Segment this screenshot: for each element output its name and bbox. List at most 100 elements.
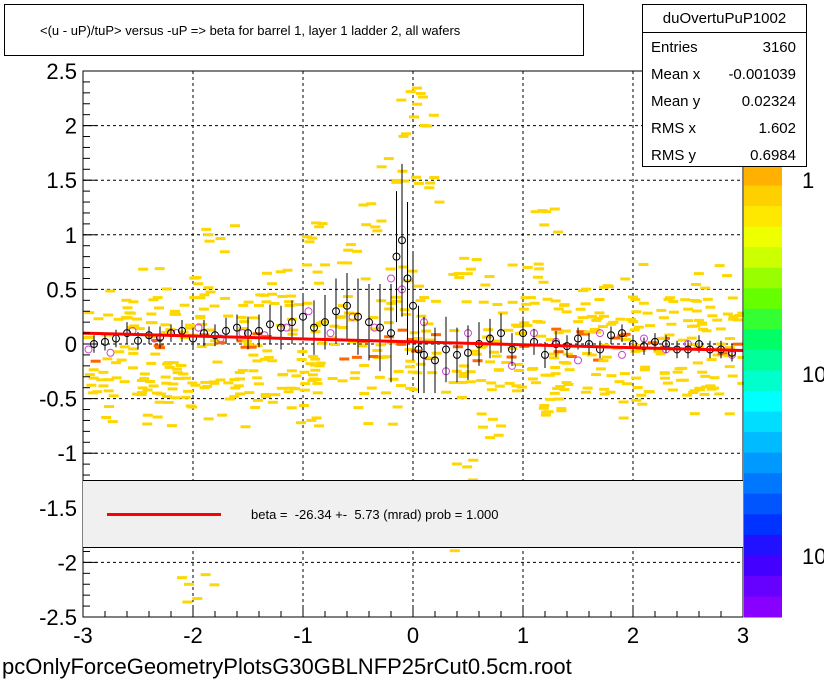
density-cell xyxy=(545,397,556,401)
density-cell xyxy=(185,404,196,408)
colorbar-swatch xyxy=(744,514,782,536)
density-cell xyxy=(640,365,651,369)
density-cell xyxy=(467,478,478,482)
density-cell xyxy=(353,406,364,410)
density-cell xyxy=(230,386,241,390)
density-cell xyxy=(728,315,739,319)
density-cell xyxy=(259,293,270,297)
density-cell xyxy=(666,322,677,326)
density-cell xyxy=(296,421,307,425)
density-cell xyxy=(170,309,181,313)
density-cell xyxy=(538,280,549,284)
density-cell xyxy=(136,379,147,383)
density-cell xyxy=(476,412,487,416)
density-cell xyxy=(626,318,637,322)
profile-point xyxy=(552,340,560,348)
density-cell xyxy=(583,330,594,334)
density-cell xyxy=(137,386,148,390)
density-cell xyxy=(176,576,187,580)
density-cell xyxy=(459,256,470,260)
density-cell xyxy=(350,371,361,375)
density-cell xyxy=(597,325,608,329)
colorbar-swatch xyxy=(744,329,782,351)
density-cell xyxy=(248,353,259,357)
density-cell xyxy=(187,381,198,385)
colorbar-swatch xyxy=(744,206,782,228)
profile-point xyxy=(607,331,615,340)
colorbar-swatch xyxy=(744,452,782,474)
y-tick-label: 1 xyxy=(65,223,77,248)
stats-key: Mean y xyxy=(651,93,701,110)
profile-point xyxy=(222,326,230,335)
colorbar-swatch xyxy=(744,534,782,556)
density-cell xyxy=(282,268,293,272)
density-cell xyxy=(647,341,658,345)
density-cell xyxy=(511,323,522,327)
density-cell xyxy=(404,365,415,369)
density-cell xyxy=(553,350,564,354)
density-cell xyxy=(728,317,739,321)
density-cell xyxy=(599,343,610,347)
density-cell xyxy=(680,298,691,302)
density-cell xyxy=(636,393,647,397)
density-cell xyxy=(577,316,588,320)
density-cell xyxy=(200,573,211,577)
density-cell xyxy=(122,306,133,310)
density-cell xyxy=(261,271,272,275)
density-cell xyxy=(145,335,156,339)
colorbar-swatch xyxy=(744,575,782,597)
density-cell xyxy=(315,361,326,365)
profile-point xyxy=(288,318,296,327)
density-cell xyxy=(337,379,348,383)
density-cell xyxy=(101,415,112,419)
density-cell xyxy=(347,340,358,344)
alt-profile-point xyxy=(574,356,582,365)
density-cell xyxy=(561,381,572,385)
density-cell xyxy=(493,433,504,437)
stats-name: duOvertuPuP1002 xyxy=(643,5,806,33)
density-cell xyxy=(286,294,297,298)
density-cell xyxy=(236,339,247,343)
density-cell xyxy=(664,333,675,337)
density-cell xyxy=(540,413,551,417)
density-cell xyxy=(270,393,281,397)
density-cell xyxy=(411,86,422,90)
density-cell xyxy=(308,354,319,358)
stats-key: Mean x xyxy=(651,66,701,83)
density-cell xyxy=(424,338,435,342)
density-cell xyxy=(727,296,738,300)
density-cell xyxy=(343,311,354,315)
density-cell xyxy=(162,362,173,366)
density-cell xyxy=(310,357,321,361)
density-cell xyxy=(174,377,185,381)
density-cell xyxy=(336,315,347,319)
density-cell xyxy=(160,323,171,327)
file-name: pcOnlyForceGeometryPlotsG30GBLNFP25rCut0… xyxy=(2,654,572,679)
density-cell xyxy=(631,376,642,380)
density-cell xyxy=(250,405,261,409)
alt-profile-point xyxy=(326,329,335,338)
colorbar-label: 1 xyxy=(802,168,814,193)
density-cell xyxy=(451,462,462,466)
stats-key: RMS x xyxy=(651,120,696,137)
density-cell xyxy=(166,424,177,428)
profile-point xyxy=(134,336,142,345)
stats-row-rms-y: RMS y 0.6984 xyxy=(643,141,806,168)
density-cell xyxy=(539,404,550,408)
density-cell xyxy=(88,376,99,380)
profile-point xyxy=(354,312,362,321)
density-cell xyxy=(468,458,479,462)
density-cell xyxy=(645,324,656,328)
density-cell xyxy=(737,355,748,359)
density-cell xyxy=(558,360,569,364)
density-cell xyxy=(620,277,631,281)
density-cell xyxy=(383,321,394,325)
density-cell xyxy=(691,309,702,313)
density-cell xyxy=(412,102,423,106)
density-cell xyxy=(113,317,124,321)
density-cell xyxy=(238,327,249,331)
density-cell xyxy=(306,418,317,422)
density-cell xyxy=(296,358,307,362)
density-cell xyxy=(405,386,416,390)
density-cell xyxy=(700,374,711,378)
